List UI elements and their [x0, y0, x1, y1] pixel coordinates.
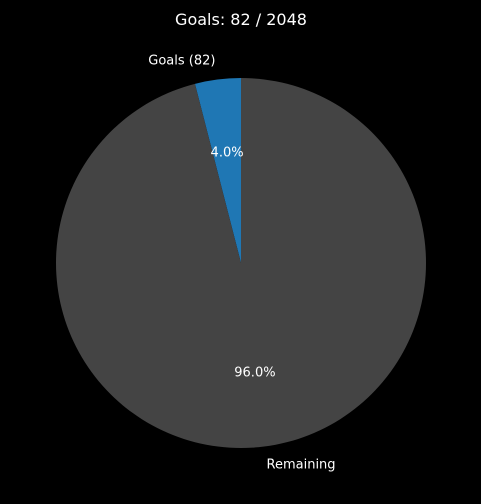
slice-percent-remaining: 96.0% — [234, 366, 275, 381]
chart-title: Goals: 82 / 2048 — [175, 10, 307, 29]
slice-label-goals-82: Goals (82) — [148, 54, 215, 69]
pie-slices — [56, 78, 427, 448]
pie-slice-remaining — [56, 78, 427, 448]
slice-label-remaining: Remaining — [267, 457, 336, 472]
pie-slice-goals-82 — [194, 78, 241, 263]
pie-labels: Goals (82) 4.0% Remaining 96.0% — [148, 54, 335, 473]
slice-percent-goals-82: 4.0% — [211, 145, 244, 160]
